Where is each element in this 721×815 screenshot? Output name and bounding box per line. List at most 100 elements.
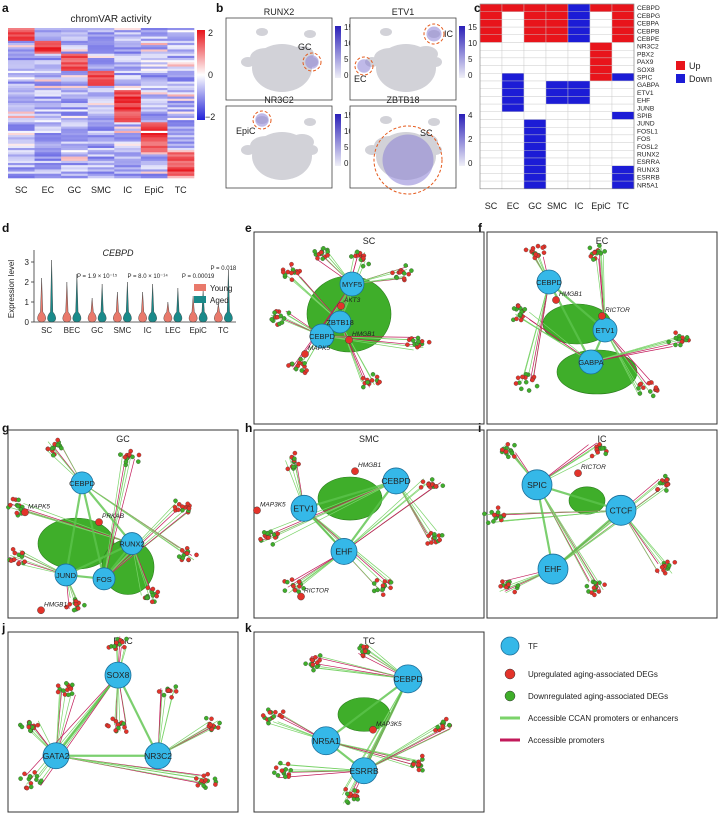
violin-aged (173, 287, 183, 323)
highlighted-gene-label: HMGB1 (358, 462, 382, 469)
deg-node (517, 312, 523, 317)
deg-node (429, 477, 435, 482)
heatmap-cell (34, 126, 62, 130)
tf-change-cell (567, 103, 591, 112)
heatmap-cell (61, 60, 89, 63)
deg-node (204, 715, 209, 721)
highlighted-gene-node (253, 506, 261, 515)
heatmap-cell (114, 154, 142, 157)
tf-change-cell (501, 134, 525, 143)
heatmap-cell (87, 38, 115, 42)
heatmap-cell (167, 113, 195, 117)
heatmap-cell (167, 79, 195, 82)
heatmap-cell (140, 135, 168, 138)
network-edge (529, 311, 592, 363)
heatmap-cell (140, 103, 168, 106)
deg-node (315, 256, 320, 261)
violin-young (113, 291, 122, 323)
tf-change-cell (589, 42, 613, 51)
tf-change-cell (523, 80, 547, 89)
heatmap-cell (87, 32, 115, 35)
heatmap-cell (34, 115, 62, 119)
heatmap-cell (8, 94, 35, 97)
panel-label-b: b (216, 1, 223, 15)
heatmap-cell (87, 115, 115, 119)
tf-change-cell (545, 134, 569, 143)
deg-node (596, 589, 602, 594)
deg-node (516, 303, 521, 309)
heatmap-cell (114, 94, 142, 97)
tf-change-cell (545, 119, 569, 128)
heatmap-cell (34, 66, 62, 70)
tf-change-cell (567, 65, 591, 74)
heatmap-cell (167, 165, 195, 168)
deg-node (500, 579, 505, 584)
violin-young (163, 301, 173, 323)
heatmap-cell (61, 154, 89, 157)
tf-change-cell (479, 65, 503, 74)
deg-node (282, 588, 288, 593)
deg-node (118, 452, 123, 457)
deg-node (291, 464, 296, 470)
tf-row-label: SPIB (637, 113, 653, 120)
heatmap-cell (61, 92, 89, 95)
deg-node (641, 385, 646, 390)
heatmap-cell (61, 160, 89, 164)
network-edge (103, 452, 124, 579)
deg-node (124, 729, 129, 734)
deg-node (289, 270, 294, 276)
heatmap-cell (114, 126, 142, 130)
heatmap-cell (114, 40, 142, 44)
tf-change-cell (589, 111, 613, 120)
tf-node-zbtb18 (328, 310, 352, 334)
heatmap-cell (167, 128, 195, 132)
tf-change-cell (545, 173, 569, 182)
network-edge (23, 503, 133, 544)
deg-node (176, 507, 181, 513)
p-value-annotation: P = 0.018 (211, 266, 237, 272)
deg-node (280, 709, 286, 714)
deg-node (595, 450, 600, 455)
deg-node (59, 445, 64, 451)
heatmap-cell (34, 105, 62, 108)
heatmap-cell (167, 107, 195, 110)
heatmap-cell (140, 109, 168, 112)
heatmap-cell (114, 163, 142, 166)
heatmap-cell (61, 30, 89, 33)
tf-change-cell (567, 50, 591, 59)
heatmap-cell (140, 70, 168, 74)
deg-node (172, 504, 178, 510)
heatmap-cell (167, 126, 195, 130)
heatmap-column-label: EpiC (144, 185, 164, 195)
heatmap-cell (8, 58, 35, 61)
heatmap-cell (114, 105, 142, 108)
heatmap-cell (167, 38, 195, 42)
tf-change-cell (611, 96, 635, 105)
tf-node-ehf (330, 538, 358, 565)
tf-change-cell (545, 88, 569, 97)
heatmap-cell (167, 51, 195, 55)
deg-node (362, 648, 368, 654)
panel-label-j: j (1, 621, 5, 635)
tf-row-label: SOX8 (637, 67, 655, 74)
panel-label-k: k (245, 621, 252, 635)
heatmap-cell (114, 73, 142, 76)
deg-node (343, 786, 348, 792)
deg-node (589, 453, 595, 459)
tf-change-cell (545, 11, 569, 20)
p-value-annotation: P = 8.0 × 10⁻¹⁴ (127, 273, 168, 280)
deg-node (310, 657, 315, 663)
umap-cell-cloud (241, 116, 318, 180)
heatmap-cell (61, 143, 89, 147)
deg-node (27, 720, 32, 725)
deg-node (540, 245, 545, 250)
heatmap-cell (34, 122, 62, 125)
violin-aged (198, 289, 208, 323)
x-tick-label: TC (218, 326, 229, 335)
deg-node (75, 606, 81, 611)
deg-node (144, 595, 150, 601)
tf-change-cell (611, 103, 635, 112)
deg-node (267, 716, 273, 722)
heatmap-cell (34, 169, 62, 172)
